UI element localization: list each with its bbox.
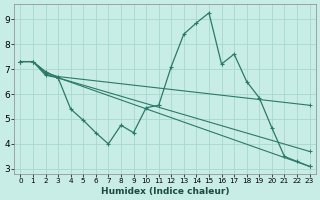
X-axis label: Humidex (Indice chaleur): Humidex (Indice chaleur)	[101, 187, 229, 196]
